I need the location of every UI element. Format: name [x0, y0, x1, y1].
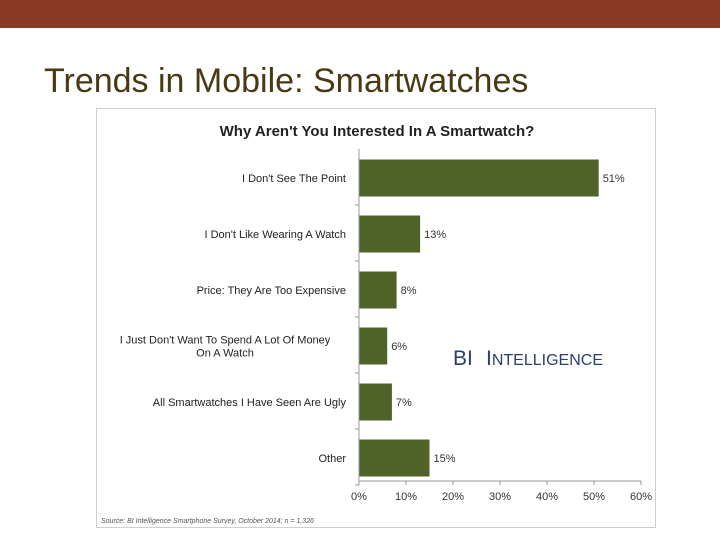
- bar-value-label-0: 51%: [603, 173, 625, 185]
- category-label-0: I Don't See The Point: [242, 173, 346, 185]
- bar-1: [359, 215, 421, 253]
- category-label-2: Price: They Are Too Expensive: [197, 285, 346, 297]
- slide-title: Trends in Mobile: Smartwatches: [44, 62, 529, 100]
- bar-0: [359, 159, 599, 197]
- bar-value-label-1: 13%: [424, 229, 446, 241]
- category-label-4: All Smartwatches I Have Seen Are Ugly: [153, 397, 347, 409]
- x-tick-label-0: 0%: [351, 491, 367, 503]
- bar-4: [359, 383, 392, 421]
- bar-5: [359, 439, 430, 477]
- bar-value-label-4: 7%: [396, 397, 412, 409]
- x-tick-label-4: 40%: [536, 491, 558, 503]
- bar-2: [359, 271, 397, 309]
- chart-source: Source: BI Intelligence Smartphone Surve…: [101, 518, 314, 525]
- category-label-3-line-0: I Just Don't Want To Spend A Lot Of Mone…: [120, 335, 331, 347]
- bar-value-label-3: 6%: [391, 341, 407, 353]
- slide-top-bar: [0, 0, 720, 28]
- x-tick-label-2: 20%: [442, 491, 464, 503]
- chart-frame: Why Aren't You Interested In A Smartwatc…: [96, 108, 656, 528]
- x-tick-label-6: 60%: [630, 491, 652, 503]
- watermark-intelligence: INTELLIGENCE: [486, 347, 603, 370]
- bar-value-label-5: 15%: [434, 453, 456, 465]
- bar-chart: Why Aren't You Interested In A Smartwatc…: [101, 123, 652, 525]
- chart-title: Why Aren't You Interested In A Smartwatc…: [220, 123, 535, 140]
- bar-3: [359, 327, 388, 365]
- bar-value-label-2: 8%: [401, 285, 417, 297]
- x-tick-label-5: 50%: [583, 491, 605, 503]
- watermark-bi: BI: [453, 347, 473, 370]
- category-label-5: Other: [318, 453, 346, 465]
- category-label-3-line-1: On A Watch: [196, 348, 254, 360]
- x-tick-label-1: 10%: [395, 491, 417, 503]
- category-label-1: I Don't Like Wearing A Watch: [204, 229, 346, 241]
- x-tick-label-3: 30%: [489, 491, 511, 503]
